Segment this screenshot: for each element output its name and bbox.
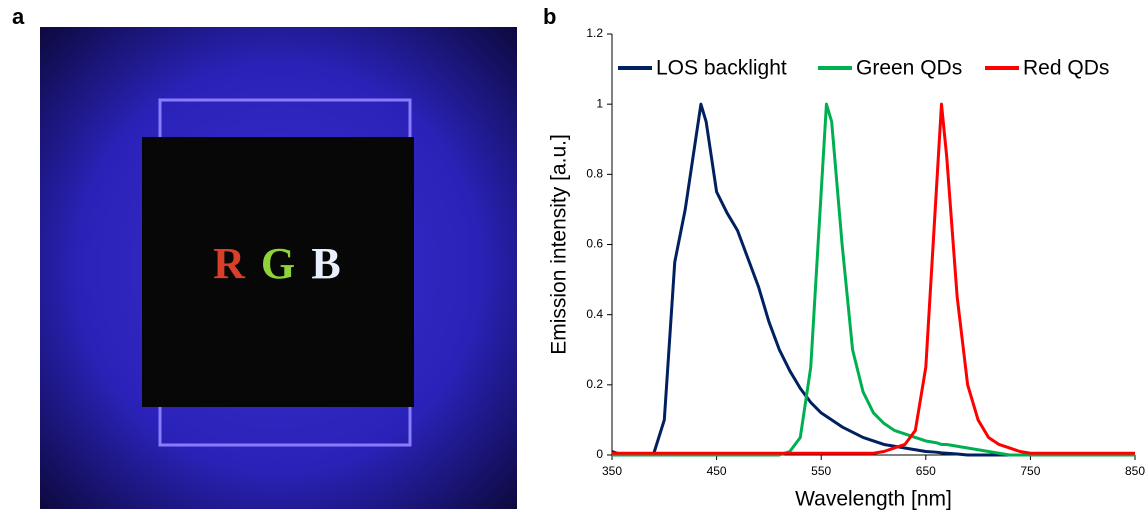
x-tick-label: 350: [602, 464, 622, 478]
legend-label: Green QDs: [856, 57, 962, 80]
x-tick-label: 650: [916, 464, 936, 478]
legend-label: LOS backlight: [656, 57, 787, 80]
y-tick-label: 0: [596, 447, 603, 461]
x-tick-label: 550: [811, 464, 831, 478]
x-tick-label: 450: [707, 464, 727, 478]
series-line: [611, 102, 1135, 457]
film: [142, 137, 414, 407]
photo-letter: G: [261, 239, 295, 288]
x-tick-label: 850: [1125, 464, 1145, 478]
series-line: [612, 102, 1135, 455]
panel-label: a: [12, 4, 25, 29]
x-tick-label: 750: [1020, 464, 1040, 478]
panel-label: b: [543, 4, 556, 29]
chart: 0 0.2 0.4 0.6 0.8 1 1.2 350 450 550 650 750 850 Wavel…: [548, 26, 1146, 510]
photo: R G B: [40, 27, 517, 509]
series-line: [612, 102, 1135, 457]
y-tick-label: 0.2: [586, 377, 603, 391]
x-axis-title: Wavelength [nm]: [795, 488, 952, 511]
legend-label: Red QDs: [1023, 57, 1109, 80]
y-tick-label: 0.6: [586, 237, 603, 251]
y-tick-label: 0.4: [586, 307, 603, 321]
y-tick-label: 1.2: [586, 26, 603, 40]
y-tick-label: 1: [596, 96, 603, 110]
photo-letter: R: [213, 239, 246, 288]
y-axis-title: Emission intensity [a.u.]: [548, 134, 571, 355]
y-tick-label: 0.8: [586, 167, 603, 181]
photo-letter: B: [311, 239, 340, 288]
